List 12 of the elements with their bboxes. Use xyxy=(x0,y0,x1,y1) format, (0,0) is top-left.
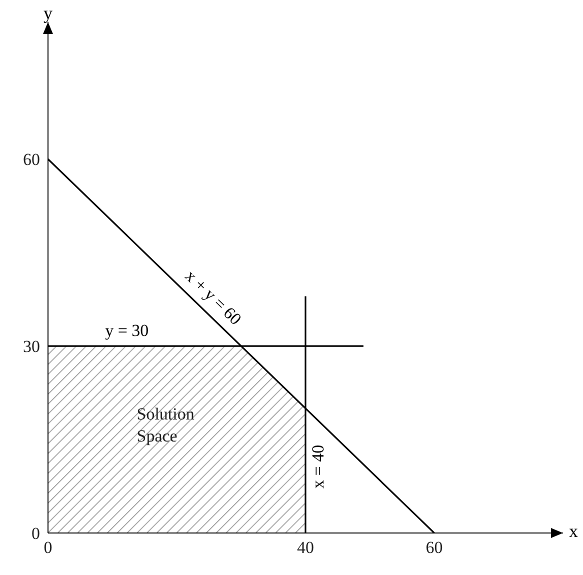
x-tick-label: 40 xyxy=(297,538,314,558)
x-tick-label: 60 xyxy=(426,538,443,558)
x-tick-label: 0 xyxy=(44,538,52,558)
y-tick-label: 30 xyxy=(23,337,40,356)
y-tick-label: 60 xyxy=(23,150,40,170)
series-label: Solution Space xyxy=(136,404,195,446)
text: x + y = 60 xyxy=(182,266,246,329)
x-axis-title: x xyxy=(569,521,578,542)
text: x = 40 xyxy=(308,444,328,488)
y-tick-label: 0 xyxy=(32,524,40,544)
y-axis-title: y xyxy=(44,3,52,23)
series-label: y = 30 xyxy=(105,320,149,340)
